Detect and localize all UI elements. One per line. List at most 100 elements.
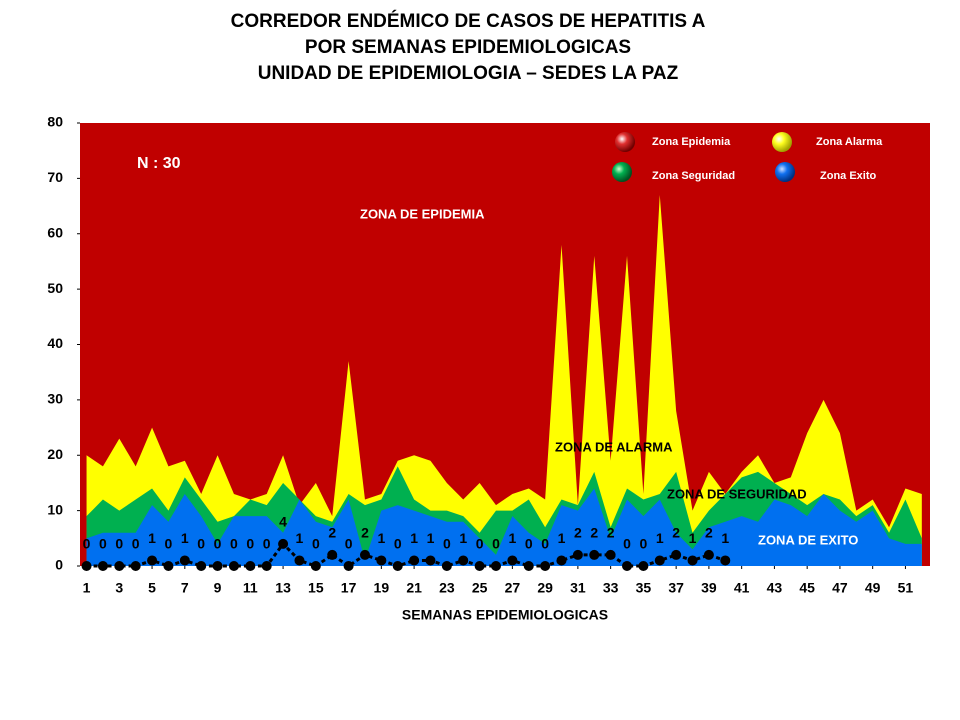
x-tick-label: 47 — [832, 580, 848, 596]
y-tick-label: 80 — [47, 114, 63, 130]
data-label: 1 — [721, 530, 729, 546]
case-point — [523, 561, 534, 571]
legend-marker — [775, 162, 795, 182]
data-label: 1 — [181, 530, 189, 546]
data-label: 0 — [476, 536, 484, 552]
y-tick-label: 20 — [47, 446, 63, 462]
data-label: 2 — [361, 525, 369, 541]
data-label: 2 — [672, 525, 680, 541]
data-label: 0 — [525, 536, 533, 552]
case-point — [409, 555, 420, 566]
data-label: 1 — [656, 530, 664, 546]
legend-label: Zona Epidemia — [652, 136, 731, 148]
data-label: 0 — [492, 536, 500, 552]
x-tick-label: 7 — [181, 580, 189, 596]
x-tick-label: 35 — [636, 580, 652, 596]
data-label: 2 — [574, 525, 582, 541]
case-point — [720, 555, 731, 566]
data-label: 2 — [328, 525, 336, 541]
x-tick-label: 37 — [668, 580, 684, 596]
case-point — [261, 561, 272, 571]
data-label: 2 — [705, 525, 713, 541]
data-label: 0 — [394, 536, 402, 552]
data-label: 1 — [459, 530, 467, 546]
cases-line — [86, 541, 726, 568]
y-tick-label: 60 — [47, 224, 63, 240]
x-tick-label: 23 — [439, 580, 455, 596]
x-tick-label: 21 — [406, 580, 422, 596]
case-point — [703, 549, 714, 560]
case-point — [654, 555, 665, 566]
case-point — [196, 561, 207, 571]
x-tick-label: 33 — [603, 580, 619, 596]
data-label: 0 — [115, 536, 123, 552]
x-tick-label: 17 — [341, 580, 357, 596]
case-point — [310, 561, 321, 571]
case-point — [359, 549, 370, 560]
zone-area — [86, 488, 922, 566]
x-tick-label: 41 — [734, 580, 750, 596]
data-label: 1 — [148, 530, 156, 546]
case-point — [556, 555, 567, 566]
data-label: 0 — [246, 536, 254, 552]
case-point — [327, 549, 338, 560]
case-point — [294, 555, 305, 566]
y-tick-label: 0 — [55, 557, 63, 573]
case-point — [278, 538, 289, 549]
case-point — [474, 561, 485, 571]
x-tick-label: 5 — [148, 580, 156, 596]
data-label: 0 — [345, 536, 353, 552]
case-point — [147, 555, 158, 566]
x-axis-label: SEMANAS EPIDEMIOLOGICAS — [402, 607, 608, 623]
data-label: 2 — [607, 525, 615, 541]
case-point — [490, 561, 501, 571]
x-tick-label: 3 — [115, 580, 123, 596]
x-tick-label: 1 — [83, 580, 91, 596]
annotation: ZONA DE SEGURIDAD — [667, 486, 807, 501]
case-point — [605, 549, 616, 560]
x-tick-label: 49 — [865, 580, 881, 596]
data-label: 0 — [132, 536, 140, 552]
data-label: 2 — [590, 525, 598, 541]
data-label: 1 — [410, 530, 418, 546]
data-label: 0 — [263, 536, 271, 552]
case-point — [343, 561, 354, 571]
legend-label: Zona Seguridad — [652, 170, 735, 182]
chart-title: CORREDOR ENDÉMICO DE CASOS DE HEPATITIS … — [231, 10, 706, 32]
x-tick-label: 27 — [505, 580, 521, 596]
x-tick-label: 31 — [570, 580, 586, 596]
case-point — [245, 561, 256, 571]
x-tick-label: 39 — [701, 580, 717, 596]
legend-marker — [772, 132, 792, 152]
data-label: 0 — [230, 536, 238, 552]
data-label: 0 — [214, 536, 222, 552]
annotation: ZONA DE EPIDEMIA — [360, 206, 485, 221]
case-point — [458, 555, 469, 566]
case-point — [671, 549, 682, 560]
case-point — [228, 561, 239, 571]
y-tick-label: 10 — [47, 501, 63, 517]
case-point — [638, 561, 649, 571]
case-point — [572, 549, 583, 560]
legend-label: Zona Alarma — [816, 136, 883, 148]
x-tick-label: 13 — [275, 580, 291, 596]
legend-marker — [615, 132, 635, 152]
data-label: 1 — [558, 530, 566, 546]
data-label: 0 — [623, 536, 631, 552]
data-label: 0 — [197, 536, 205, 552]
chart-title: UNIDAD DE EPIDEMIOLOGIA – SEDES LA PAZ — [258, 63, 679, 84]
x-tick-label: 25 — [472, 580, 488, 596]
data-label: 1 — [377, 530, 385, 546]
x-tick-label: 45 — [799, 580, 815, 596]
x-tick-label: 43 — [767, 580, 783, 596]
case-point — [589, 549, 600, 560]
case-point — [507, 555, 518, 566]
case-point — [114, 561, 125, 571]
data-label: 0 — [312, 536, 320, 552]
x-tick-label: 15 — [308, 580, 324, 596]
x-tick-label: 11 — [243, 580, 258, 596]
x-tick-label: 19 — [374, 580, 390, 596]
case-point — [441, 561, 452, 571]
annotation: ZONA DE ALARMA — [555, 439, 673, 454]
